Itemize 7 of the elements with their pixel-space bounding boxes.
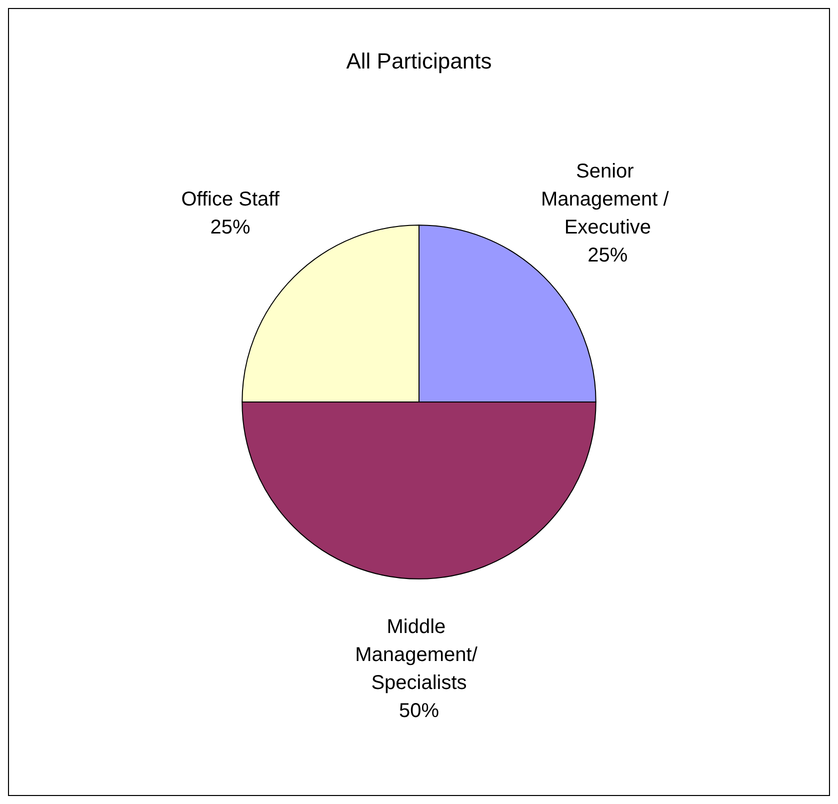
chart-title: All Participants (346, 48, 492, 74)
data-label: 25% (588, 244, 628, 266)
slice-label: Middle Management/ Specialists (355, 616, 483, 694)
slice-label: Senior Management / Executive (540, 160, 674, 238)
data-label: 25% (210, 216, 251, 238)
slice-label: Office Staff (181, 188, 280, 210)
data-label: 50% (398, 700, 440, 722)
